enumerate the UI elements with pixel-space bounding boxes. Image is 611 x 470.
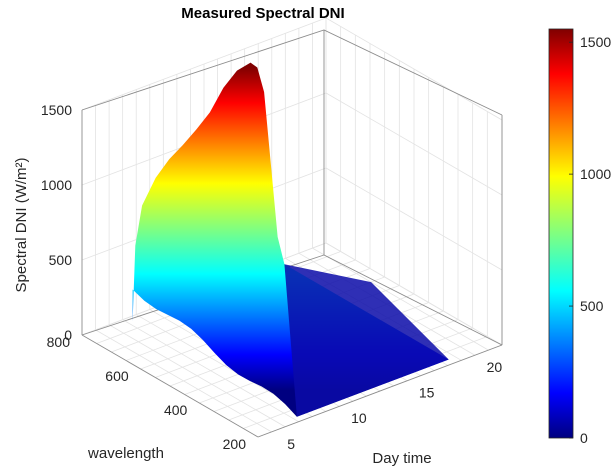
z-axis-ticks: 0 500 1000 1500 (41, 102, 72, 343)
y-tick-label: 800 (47, 334, 71, 350)
floor-front-left (81, 334, 259, 438)
z-axis-label: Spectral DNI (W/m²) (13, 157, 30, 292)
z-tick-label: 500 (49, 252, 73, 268)
x-tick-label: 15 (419, 385, 435, 401)
y-axis-label: wavelength (87, 445, 164, 462)
back-right-pane (324, 30, 502, 345)
y-axis-ticks: 200 400 600 800 (47, 334, 247, 452)
floor-back-right (323, 254, 503, 346)
z-tick-label: 1500 (41, 102, 72, 118)
x-axis-ticks: 5 10 15 20 (287, 359, 502, 452)
y-tick-label: 200 (223, 436, 247, 452)
x-tick-label: 5 (287, 436, 295, 452)
floor-front-right (257, 344, 503, 438)
y-tick-label: 600 (105, 368, 129, 384)
x-tick-label: 10 (351, 410, 367, 426)
colorbar-tick-label: 1000 (580, 166, 611, 182)
colorbar-tick-label: 0 (580, 430, 588, 446)
colorbar-ticks: 0 500 1000 1500 (569, 34, 611, 446)
surface (132, 62, 449, 417)
colorbar-tick-label: 500 (580, 298, 604, 314)
x-axis-label: Day time (372, 450, 431, 467)
y-tick-label: 400 (164, 402, 188, 418)
colorbar-tick-label: 1500 (580, 34, 611, 50)
chart-title: Measured Spectral DNI (181, 5, 344, 22)
z-tick-label: 1000 (41, 177, 72, 193)
z-tick-label: 0 (64, 327, 72, 343)
colorbar: 0 500 1000 1500 (548, 28, 611, 446)
surface-base (284, 264, 449, 417)
colorbar-gradient (548, 28, 574, 439)
x-tick-label: 20 (487, 359, 503, 375)
